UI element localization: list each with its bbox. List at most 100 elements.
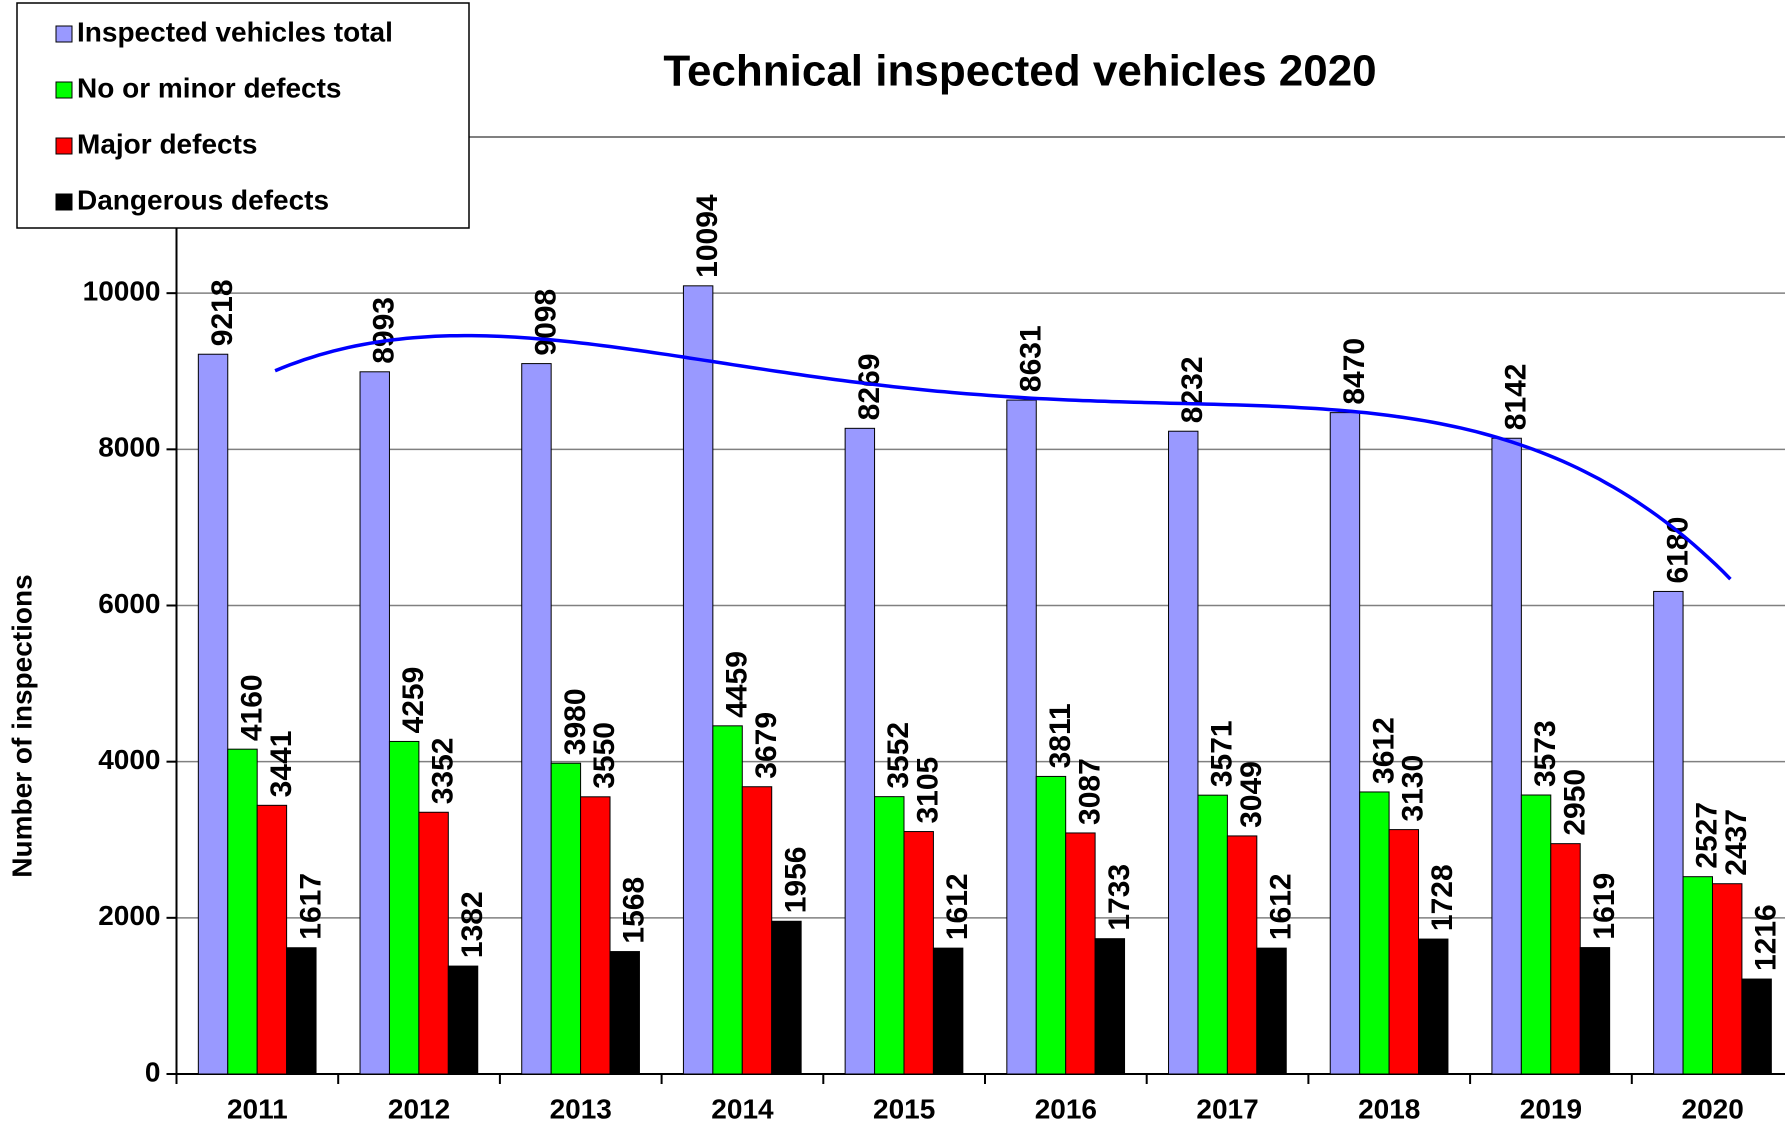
data-label: 8993 [368,297,401,364]
data-label: 3980 [559,688,592,755]
data-label: 3811 [1044,703,1077,768]
y-tick-label: 0 [145,1056,161,1087]
bar [447,965,479,1075]
data-label: 8232 [1176,356,1209,423]
y-tick-label: 2000 [98,900,160,931]
bar [1006,399,1037,1075]
bar [741,786,773,1075]
data-label: 3612 [1367,717,1400,784]
y-axis-label: Number of inspections [6,574,37,877]
bar [1711,883,1743,1075]
bar [1094,938,1126,1075]
bar [1418,938,1449,1075]
data-label: 4459 [720,651,753,718]
data-label: 4259 [397,667,430,734]
data-label: 1612 [1264,873,1297,940]
data-label: 8470 [1338,338,1371,405]
bar [1388,829,1420,1075]
bar [1579,947,1611,1075]
bar [1329,412,1361,1075]
x-tick-label: 2020 [1682,1093,1744,1124]
bar [286,947,317,1075]
data-label: 3573 [1529,720,1562,787]
data-label: 3441 [265,731,298,798]
data-label: 3550 [588,722,621,789]
bar [359,371,390,1075]
bar [1491,437,1522,1075]
bar [1741,978,1772,1075]
data-label: 8142 [1500,363,1533,430]
y-tick-label: 6000 [98,588,160,619]
bar [580,796,611,1075]
bar [256,804,288,1075]
bar [874,796,905,1075]
data-label: 3130 [1397,755,1430,822]
data-label: 2437 [1720,809,1753,876]
bar [1226,835,1258,1075]
data-label: 1617 [294,873,327,940]
legend-swatch [55,137,73,155]
legend-swatch [55,193,73,211]
data-label: 3571 [1206,720,1239,787]
data-label: 1382 [456,891,489,958]
x-tick-label: 2011 [227,1093,288,1124]
data-label: 8631 [1014,325,1047,392]
bar [844,427,876,1075]
data-label: 8269 [853,354,886,421]
bar [1035,775,1067,1075]
trendline [274,333,1732,581]
bar [1256,947,1287,1075]
data-label: 1728 [1426,864,1459,931]
bar [771,920,802,1075]
x-tick-label: 2017 [1196,1093,1258,1124]
legend-swatch [55,81,73,99]
data-label: 9098 [529,289,562,356]
data-label: 3087 [1073,758,1106,825]
data-label: 1956 [779,847,812,914]
bar [682,285,714,1075]
bar [550,762,582,1075]
data-label: 3552 [882,722,915,789]
bar [1359,791,1390,1075]
data-label: 2527 [1691,802,1724,869]
bar [609,951,640,1075]
x-tick-label: 2019 [1520,1093,1582,1124]
x-tick-label: 2015 [873,1093,935,1124]
legend-label: Inspected vehicles total [77,16,393,47]
bar [932,947,964,1075]
data-label: 2950 [1558,769,1591,836]
x-tick-label: 2018 [1358,1093,1420,1124]
bar [1065,832,1096,1075]
bar [418,811,449,1075]
data-label: 6180 [1661,517,1694,584]
data-label: 10094 [691,194,724,278]
bar [1550,843,1581,1075]
y-tick-label: 10000 [83,276,161,307]
x-tick-label: 2016 [1035,1093,1097,1124]
y-tick-label: 8000 [98,432,160,463]
bar [903,831,934,1075]
data-label: 1568 [618,877,651,944]
bar [197,353,229,1075]
bar [712,725,743,1075]
bar [227,748,258,1075]
y-tick-label: 4000 [98,744,160,775]
bar [1197,794,1228,1075]
x-tick-label: 2012 [388,1093,450,1124]
legend-label: No or minor defects [77,72,341,103]
data-label: 3679 [750,712,783,779]
legend: Inspected vehicles total No or minor defe… [16,2,470,229]
data-label: 1619 [1588,873,1621,940]
data-label: 1216 [1750,904,1783,971]
data-label: 3049 [1235,761,1268,828]
data-label: 3352 [427,738,460,805]
x-tick-label: 2014 [711,1093,774,1124]
bar [521,363,552,1075]
data-label: 4160 [235,674,268,741]
x-tick-label: 2013 [550,1093,612,1124]
bar [1653,590,1684,1075]
data-label: 1612 [941,873,974,940]
legend-label: Dangerous defects [77,184,329,215]
data-label: 3105 [912,757,945,824]
